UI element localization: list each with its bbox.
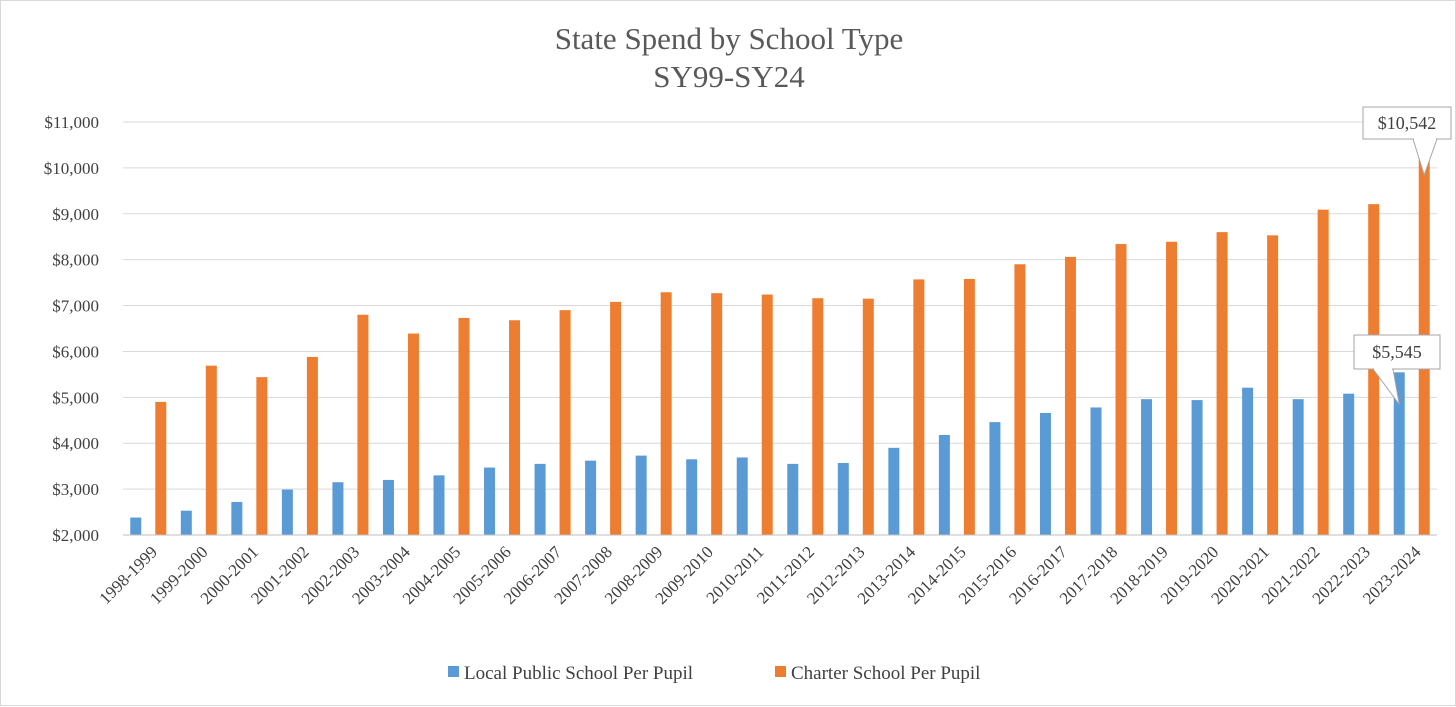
legend-label: Local Public School Per Pupil — [464, 663, 693, 684]
local-public-bar — [938, 434, 950, 535]
charter-bar — [812, 298, 824, 535]
callout-box — [1362, 106, 1452, 140]
local-public-bar — [787, 463, 799, 535]
local-public-bar — [231, 501, 243, 535]
local-public-bar — [837, 462, 849, 535]
legend-item: Charter School Per Pupil — [775, 663, 980, 684]
local-public-bar — [585, 460, 597, 535]
local-public-bar — [1343, 393, 1355, 535]
legend-swatch — [448, 666, 459, 677]
charter-bar — [205, 365, 217, 535]
callout-pointer — [1412, 138, 1438, 177]
callout-label: $10,542 — [1378, 113, 1437, 133]
charter-bar — [1267, 235, 1279, 535]
local-public-bar — [130, 517, 142, 535]
charter-bar — [509, 320, 521, 535]
local-public-bar — [635, 455, 647, 535]
y-tick-label: $3,000 — [52, 480, 99, 499]
local-public-bar — [281, 489, 293, 535]
charter-bar — [660, 292, 672, 535]
y-tick-label: $9,000 — [52, 205, 99, 224]
local-public-bar — [1292, 399, 1304, 535]
y-tick-label: $5,000 — [52, 388, 99, 407]
charter-bar — [761, 294, 773, 535]
local-public-bar — [534, 463, 546, 535]
bars — [130, 143, 1430, 536]
value-callout: $10,542 — [1362, 106, 1452, 177]
local-public-bar — [686, 459, 698, 535]
x-axis-tick-labels: 1998-19991999-20002000-20012001-20022002… — [96, 542, 1425, 608]
y-tick-label: $6,000 — [52, 342, 99, 361]
charter-bar — [559, 310, 571, 535]
charter-bar — [610, 301, 622, 535]
value-callout: $5,545 — [1353, 334, 1441, 405]
y-tick-label: $10,000 — [44, 159, 99, 178]
callout-label: $5,545 — [1372, 342, 1422, 362]
charter-bar — [1166, 241, 1178, 535]
callout-pointer — [1372, 368, 1400, 405]
local-public-bar — [1191, 400, 1203, 535]
local-public-bar — [1393, 372, 1405, 535]
charter-bar — [1064, 256, 1076, 535]
legend: Local Public School Per Pupil Charter Sch… — [448, 663, 980, 684]
charter-bar — [458, 317, 470, 535]
charter-bar — [306, 356, 318, 535]
y-tick-label: $2,000 — [52, 526, 99, 545]
charter-bar — [1317, 209, 1329, 536]
charter-bar — [407, 333, 419, 535]
local-public-bar — [382, 479, 394, 535]
charter-bar — [155, 401, 167, 535]
chart-title: State Spend by School Type — [555, 21, 904, 56]
local-public-bar — [332, 482, 344, 535]
gridlines — [123, 121, 1437, 490]
legend-swatch — [775, 666, 786, 677]
legend-label: Charter School Per Pupil — [791, 663, 980, 684]
charter-bar — [963, 278, 975, 535]
chart-subtitle: SY99-SY24 — [653, 59, 805, 94]
y-tick-label: $11,000 — [44, 113, 99, 132]
local-public-bar — [180, 510, 192, 535]
charter-bar — [357, 314, 369, 535]
data-callouts: $10,542 $5,545 — [1353, 106, 1452, 405]
y-tick-label: $4,000 — [52, 434, 99, 453]
charter-bar — [711, 293, 723, 535]
local-public-bar — [888, 447, 900, 535]
y-axis-tick-labels: $2,000 $3,000 $4,000 $5,000 $6,000 $7,000 $8,0… — [44, 113, 99, 545]
local-public-bar — [989, 422, 1001, 535]
charter-bar — [862, 298, 874, 535]
local-public-bar — [1090, 407, 1102, 535]
charter-bar — [1014, 264, 1026, 535]
local-public-bar — [1141, 399, 1153, 535]
y-tick-label: $7,000 — [52, 297, 99, 316]
charter-bar — [1115, 244, 1127, 535]
local-public-bar — [433, 475, 445, 535]
local-public-bar — [736, 457, 748, 535]
callout-box — [1353, 334, 1441, 370]
local-public-bar — [1242, 387, 1254, 535]
charter-bar — [913, 279, 925, 535]
legend-item: Local Public School Per Pupil — [448, 663, 693, 684]
charter-bar — [256, 377, 268, 535]
y-tick-label: $8,000 — [52, 251, 99, 270]
local-public-bar — [484, 467, 496, 535]
charter-bar — [1216, 232, 1228, 535]
local-public-bar — [1039, 412, 1051, 535]
